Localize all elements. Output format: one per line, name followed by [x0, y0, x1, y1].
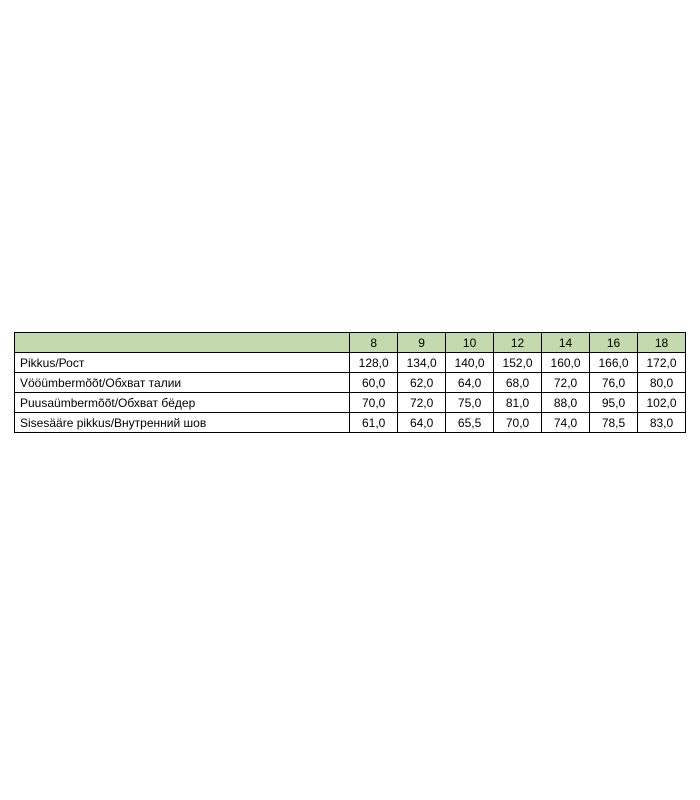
header-size-8: 8 [350, 333, 398, 353]
cell-value: 75,0 [446, 393, 494, 413]
cell-value: 152,0 [494, 353, 542, 373]
row-label-waist: Vööümbermõõt/Обхват талии [15, 373, 350, 393]
row-label-inseam: Sisesääre pikkus/Внутренний шов [15, 413, 350, 433]
cell-value: 70,0 [350, 393, 398, 413]
cell-value: 160,0 [542, 353, 590, 373]
cell-value: 78,5 [590, 413, 638, 433]
header-size-9: 9 [398, 333, 446, 353]
row-label-hips: Puusaümbermõõt/Обхват бёдер [15, 393, 350, 413]
cell-value: 60,0 [350, 373, 398, 393]
cell-value: 61,0 [350, 413, 398, 433]
table-header-row: 8 9 10 12 14 16 18 [15, 333, 686, 353]
cell-value: 166,0 [590, 353, 638, 373]
header-size-12: 12 [494, 333, 542, 353]
cell-value: 83,0 [637, 413, 685, 433]
cell-value: 81,0 [494, 393, 542, 413]
table-row: Pikkus/Рост 128,0 134,0 140,0 152,0 160,… [15, 353, 686, 373]
cell-value: 76,0 [590, 373, 638, 393]
cell-value: 64,0 [446, 373, 494, 393]
header-label-blank [15, 333, 350, 353]
cell-value: 72,0 [398, 393, 446, 413]
table-row: Sisesääre pikkus/Внутренний шов 61,0 64,… [15, 413, 686, 433]
cell-value: 72,0 [542, 373, 590, 393]
cell-value: 140,0 [446, 353, 494, 373]
header-size-18: 18 [637, 333, 685, 353]
header-size-16: 16 [590, 333, 638, 353]
cell-value: 80,0 [637, 373, 685, 393]
cell-value: 74,0 [542, 413, 590, 433]
cell-value: 95,0 [590, 393, 638, 413]
header-size-14: 14 [542, 333, 590, 353]
sizing-table: 8 9 10 12 14 16 18 Pikkus/Рост 128,0 134… [14, 332, 686, 433]
header-size-10: 10 [446, 333, 494, 353]
cell-value: 102,0 [637, 393, 685, 413]
cell-value: 134,0 [398, 353, 446, 373]
row-label-height: Pikkus/Рост [15, 353, 350, 373]
cell-value: 88,0 [542, 393, 590, 413]
table-row: Vööümbermõõt/Обхват талии 60,0 62,0 64,0… [15, 373, 686, 393]
cell-value: 64,0 [398, 413, 446, 433]
cell-value: 70,0 [494, 413, 542, 433]
cell-value: 172,0 [637, 353, 685, 373]
table-row: Puusaümbermõõt/Обхват бёдер 70,0 72,0 75… [15, 393, 686, 413]
cell-value: 128,0 [350, 353, 398, 373]
sizing-table-container: 8 9 10 12 14 16 18 Pikkus/Рост 128,0 134… [14, 332, 686, 433]
cell-value: 62,0 [398, 373, 446, 393]
cell-value: 65,5 [446, 413, 494, 433]
cell-value: 68,0 [494, 373, 542, 393]
